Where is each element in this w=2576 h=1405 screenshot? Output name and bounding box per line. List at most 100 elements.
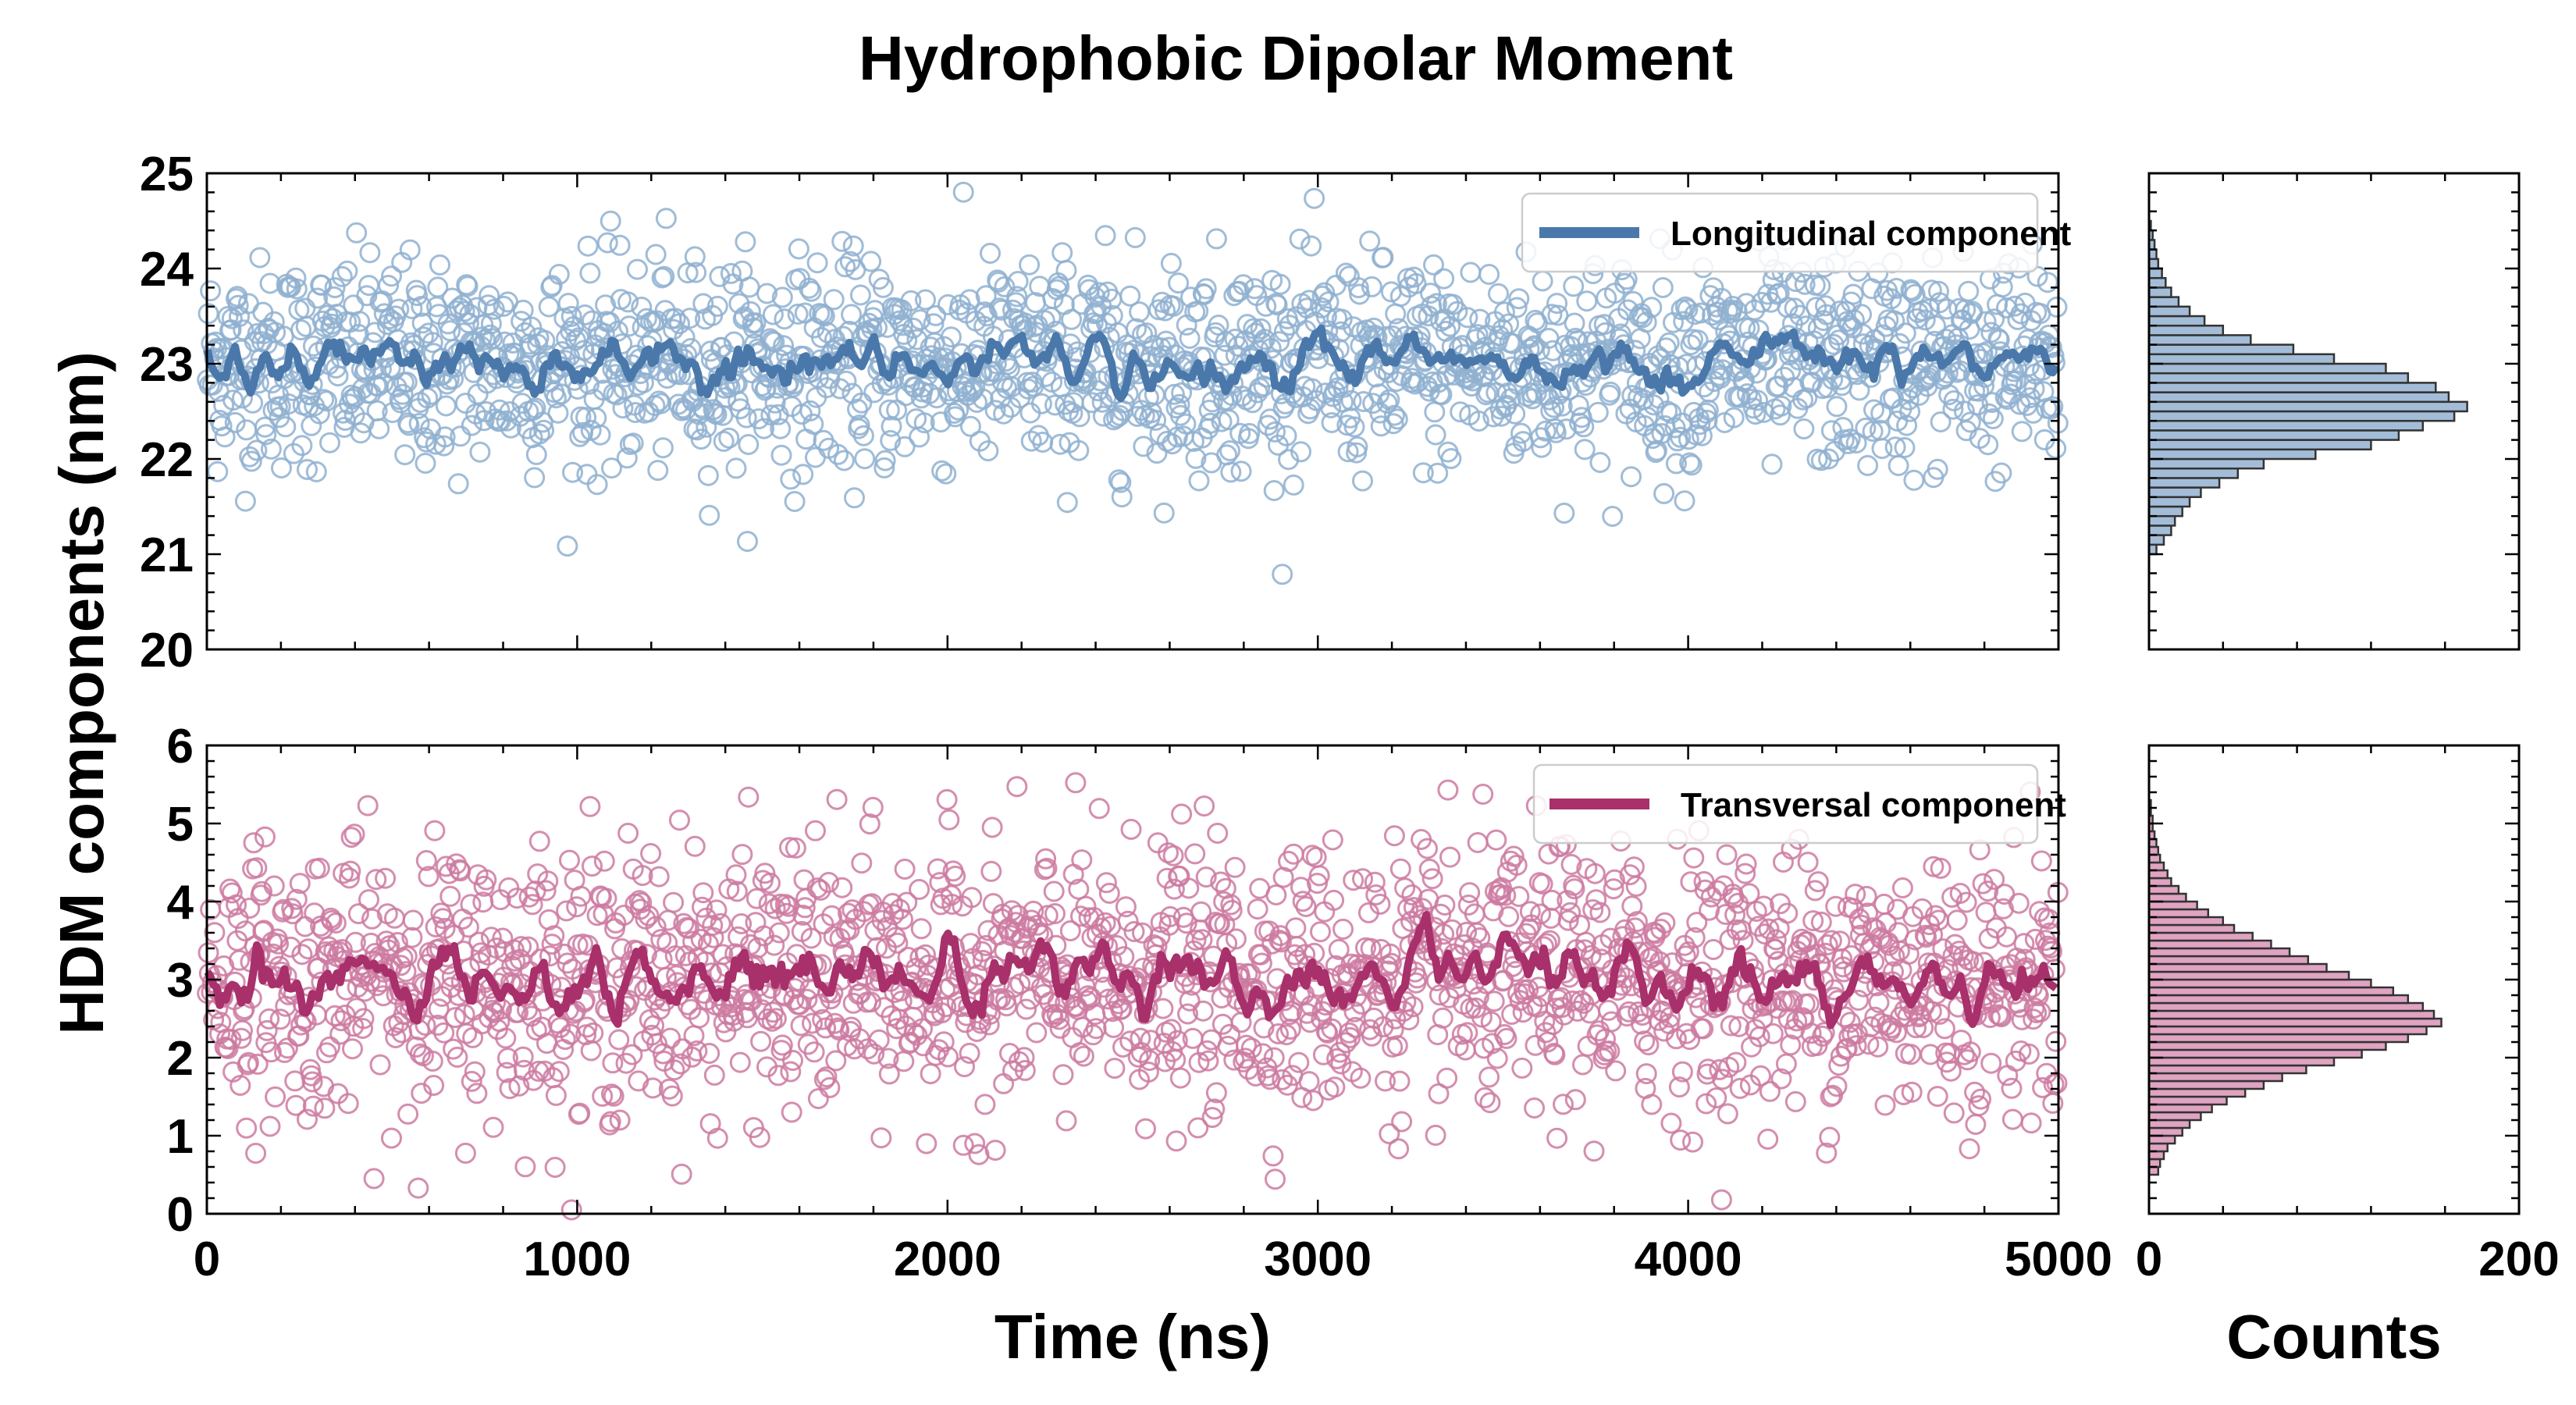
scatter-point bbox=[1019, 254, 1041, 276]
top-legend-box bbox=[1521, 192, 2039, 273]
scatter-point bbox=[745, 312, 767, 334]
histogram-bar bbox=[2147, 970, 2350, 981]
scatter-point bbox=[596, 887, 617, 909]
scatter-point bbox=[1288, 1051, 1310, 1073]
scatter-point bbox=[1188, 470, 1210, 492]
scatter-point bbox=[1369, 893, 1391, 915]
histogram-bar bbox=[2147, 496, 2191, 508]
scatter-point bbox=[735, 231, 756, 253]
scatter-point bbox=[518, 936, 539, 958]
scatter-point bbox=[1508, 288, 1530, 310]
scatter-point bbox=[935, 996, 957, 1018]
bottom-y-tick-labels: 0 1 2 3 4 5 6 bbox=[167, 720, 194, 1242]
scatter-point bbox=[886, 399, 908, 421]
scatter-point bbox=[1836, 1037, 1858, 1059]
scatter-point bbox=[1163, 878, 1185, 900]
scatter-point bbox=[617, 823, 639, 844]
scatter-point bbox=[378, 275, 400, 296]
scatter-point bbox=[1083, 907, 1105, 928]
scatter-point bbox=[1602, 506, 1624, 527]
scatter-point bbox=[316, 390, 337, 412]
histogram-bar bbox=[2147, 853, 2161, 864]
scatter-point bbox=[1809, 275, 1831, 297]
scatter-point bbox=[1434, 895, 1456, 916]
scatter-point bbox=[788, 238, 809, 260]
scatter-point bbox=[211, 415, 233, 437]
y-tick-label: 22 bbox=[140, 433, 194, 487]
scatter-point bbox=[1016, 998, 1037, 1020]
scatter-point bbox=[912, 1018, 933, 1040]
histogram-bar bbox=[2147, 429, 2400, 441]
scatter-point bbox=[1251, 952, 1272, 974]
scatter-point bbox=[368, 418, 390, 439]
histogram-bar bbox=[2147, 939, 2272, 950]
scatter-point bbox=[1103, 1016, 1125, 1038]
scatter-point bbox=[624, 402, 646, 423]
scatter-point bbox=[1692, 1018, 1714, 1040]
scatter-point bbox=[1723, 407, 1745, 429]
scatter-point bbox=[396, 945, 418, 967]
scatter-point bbox=[656, 368, 678, 389]
scatter-point bbox=[916, 1133, 938, 1154]
scatter-point bbox=[608, 1029, 630, 1051]
scatter-point bbox=[1496, 1027, 1517, 1049]
histogram-bar bbox=[2147, 1025, 2428, 1036]
scatter-point bbox=[1478, 1066, 1500, 1088]
scatter-point bbox=[234, 490, 256, 512]
scatter-point bbox=[1695, 402, 1717, 424]
scatter-point bbox=[1691, 425, 1713, 446]
scatter-point bbox=[1928, 280, 1949, 302]
histogram-bar bbox=[2147, 1009, 2435, 1020]
scatter-point bbox=[375, 930, 397, 952]
scatter-point bbox=[356, 285, 378, 307]
bottom-histogram-frame bbox=[2147, 744, 2521, 1215]
scatter-point bbox=[793, 869, 815, 891]
histogram-bar bbox=[2147, 1087, 2247, 1098]
scatter-point bbox=[794, 897, 816, 919]
histogram-bar bbox=[2147, 892, 2187, 903]
scatter-point bbox=[1660, 1006, 1681, 1028]
scatter-point bbox=[408, 413, 430, 434]
scatter-point bbox=[764, 392, 786, 414]
scatter-point bbox=[874, 450, 896, 471]
scatter-point bbox=[632, 865, 653, 887]
scatter-point bbox=[1665, 453, 1687, 475]
scatter-point bbox=[593, 850, 615, 872]
scatter-point bbox=[1273, 321, 1295, 343]
histogram-bar bbox=[2147, 1017, 2443, 1028]
scatter-point bbox=[321, 910, 343, 931]
y-tick-label: 0 bbox=[167, 1188, 194, 1242]
scatter-point bbox=[1888, 455, 1909, 476]
histogram-x-axis-label: Counts bbox=[2226, 1302, 2442, 1371]
scatter-point bbox=[631, 297, 653, 318]
scatter-point bbox=[1055, 259, 1077, 281]
scatter-point bbox=[1925, 905, 1946, 927]
scatter-point bbox=[739, 301, 761, 322]
histogram-bar bbox=[2147, 467, 2240, 479]
scatter-point bbox=[931, 460, 953, 482]
scatter-point bbox=[224, 411, 246, 433]
scatter-point bbox=[1364, 871, 1386, 893]
scatter-point bbox=[433, 1022, 455, 1044]
scatter-point bbox=[1104, 1058, 1126, 1080]
scatter-point bbox=[2005, 1050, 2026, 1072]
scatter-point bbox=[1479, 1092, 1501, 1114]
scatter-point bbox=[1495, 884, 1517, 906]
histogram-bar bbox=[2147, 439, 2372, 451]
histogram-bar bbox=[2147, 391, 2450, 404]
scatter-point bbox=[439, 885, 461, 907]
scatter-point bbox=[1194, 795, 1215, 817]
scatter-point bbox=[1061, 308, 1083, 330]
scatter-point bbox=[1162, 295, 1184, 317]
scatter-point bbox=[1092, 405, 1114, 427]
scatter-point bbox=[1088, 798, 1110, 820]
y-axis-label: HDM components (nm) bbox=[47, 351, 116, 1035]
scatter-point bbox=[1753, 895, 1774, 917]
histogram-x-tick-labels: 0 200 bbox=[2136, 1232, 2560, 1286]
scatter-point bbox=[411, 312, 433, 334]
scatter-point bbox=[829, 378, 851, 400]
histogram-bar bbox=[2147, 931, 2254, 942]
scatter-point bbox=[783, 989, 805, 1011]
histogram-bar bbox=[2147, 1150, 2165, 1161]
scatter-point bbox=[285, 1094, 307, 1116]
